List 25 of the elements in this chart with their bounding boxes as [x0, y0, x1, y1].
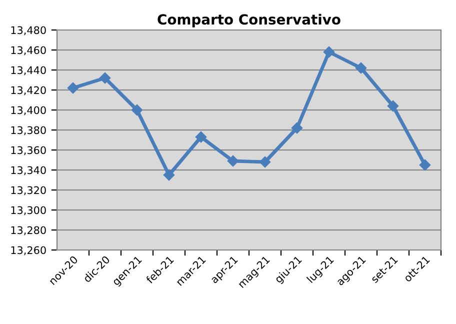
point	[355, 62, 367, 74]
y-tick-label: 13,420	[11, 86, 46, 96]
y-tick-label: 13,280	[11, 226, 46, 236]
y-tick-label: 13,360	[11, 146, 46, 156]
point	[387, 100, 399, 112]
point	[323, 46, 335, 58]
point	[227, 155, 239, 167]
y-tick-label: 13,300	[11, 206, 46, 216]
y-tick-label: 13,440	[11, 66, 46, 76]
point	[163, 169, 175, 181]
point	[291, 122, 303, 134]
point	[259, 156, 271, 168]
y-tick-label: 13,480	[11, 26, 46, 36]
y-tick-label: 13,320	[11, 186, 46, 196]
point	[195, 131, 207, 143]
point	[99, 72, 111, 84]
point	[419, 159, 431, 171]
chart-title: Comparto Conservativo	[158, 14, 340, 28]
point	[131, 104, 143, 116]
y-tick-label: 13,260	[11, 246, 46, 256]
y-tick-label: 13,380	[11, 126, 46, 136]
point	[67, 82, 79, 94]
y-tick-label: 13,400	[11, 106, 46, 116]
y-tick-label: 13,340	[11, 166, 46, 176]
y-tick-label: 13,460	[11, 46, 46, 56]
